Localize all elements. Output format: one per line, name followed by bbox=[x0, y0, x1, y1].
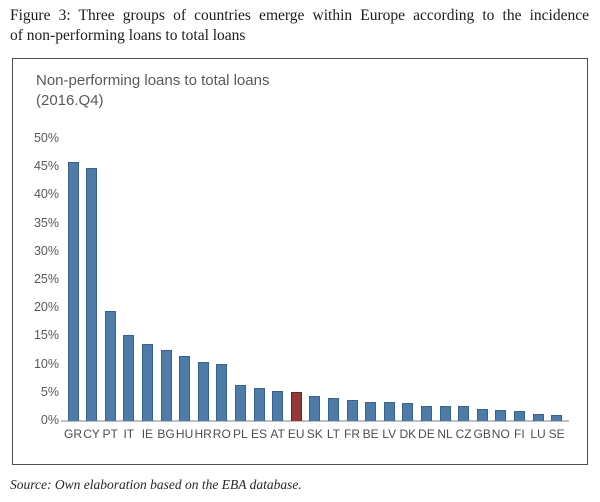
bar-LU bbox=[532, 414, 544, 421]
bar-RO bbox=[216, 364, 228, 421]
bar-PL bbox=[234, 385, 246, 421]
bar-ES bbox=[253, 388, 265, 421]
figure-caption-line1: Figure 3: Three groups of countries emer… bbox=[10, 7, 589, 24]
bar-LV bbox=[383, 402, 395, 421]
x-axis-tick-SE: SE bbox=[548, 427, 565, 441]
y-axis-tick-50: 50% bbox=[33, 131, 59, 145]
bar-AT bbox=[272, 391, 284, 421]
x-axis-tick-SK: SK bbox=[306, 427, 323, 441]
bar-SE bbox=[551, 415, 563, 421]
bar-CY bbox=[86, 168, 98, 421]
y-axis-tick-40: 40% bbox=[33, 187, 59, 202]
x-axis-tick-FR: FR bbox=[344, 427, 360, 441]
x-axis-tick-DE: DE bbox=[418, 427, 435, 441]
y-axis-tick-20: 20% bbox=[33, 300, 59, 315]
bar-HU bbox=[179, 356, 191, 421]
y-axis-tick-35: 35% bbox=[33, 215, 59, 230]
x-axis-tick-GR: GR bbox=[64, 427, 82, 441]
bar-HR bbox=[197, 362, 209, 421]
x-axis-tick-LU: LU bbox=[530, 427, 546, 441]
y-axis-tick-30: 30% bbox=[33, 243, 59, 258]
x-axis-tick-LV: LV bbox=[382, 427, 397, 441]
x-axis-tick-CZ: CZ bbox=[455, 427, 472, 441]
figure-caption-line2: of non-performing loans to total loans bbox=[10, 26, 246, 44]
bar-DE bbox=[420, 406, 432, 421]
y-axis-tick-0: 0% bbox=[40, 413, 59, 427]
chart-title-line1: Non-performing loans to total loans bbox=[36, 72, 270, 89]
x-axis-tick-GB: GB bbox=[473, 427, 491, 441]
x-axis-tick-FI: FI bbox=[514, 427, 525, 441]
bar-GR bbox=[67, 162, 79, 421]
source-note: Source: Own elaboration based on the EBA… bbox=[10, 477, 302, 492]
bar-IT bbox=[123, 335, 135, 421]
bar-NO bbox=[495, 410, 507, 421]
bar-EU bbox=[290, 392, 302, 421]
x-axis-tick-DK: DK bbox=[399, 427, 417, 441]
chart-frame: Non-performing loans to total loans (201… bbox=[12, 58, 588, 465]
x-axis-baseline bbox=[61, 420, 569, 422]
x-axis-tick-NO: NO bbox=[491, 427, 510, 441]
x-axis-tick-AT: AT bbox=[270, 427, 285, 441]
y-axis-tick-15: 15% bbox=[33, 328, 59, 343]
x-axis-tick-RO: RO bbox=[212, 427, 231, 441]
y-axis-tick-25: 25% bbox=[33, 272, 59, 286]
x-axis-tick-NL: NL bbox=[437, 427, 453, 441]
x-axis-tick-IT: IT bbox=[123, 427, 135, 441]
bar-BG bbox=[160, 350, 172, 421]
y-axis-tick-5: 5% bbox=[40, 384, 59, 399]
x-axis-tick-HR: HR bbox=[194, 427, 212, 441]
chart-title-line2: (2016.Q4) bbox=[36, 92, 104, 109]
figure-caption: Figure 3: Three groups of countries emer… bbox=[10, 6, 589, 45]
bar-GB bbox=[476, 409, 488, 421]
bar-LT bbox=[327, 398, 339, 421]
bar-CZ bbox=[458, 406, 470, 421]
x-axis-tick-ES: ES bbox=[250, 427, 267, 441]
x-axis-tick-HU: HU bbox=[175, 427, 194, 441]
y-axis-tick-10: 10% bbox=[33, 356, 59, 371]
bar-IE bbox=[141, 344, 153, 421]
bar-DK bbox=[402, 403, 414, 421]
bar-PT bbox=[104, 311, 116, 421]
bar-BE bbox=[365, 402, 377, 421]
x-axis-tick-CY: CY bbox=[83, 427, 100, 441]
x-axis-tick-BG: BG bbox=[157, 427, 175, 441]
x-axis-tick-BE: BE bbox=[362, 427, 379, 441]
x-axis-tick-EU: EU bbox=[287, 427, 305, 441]
chart-title: Non-performing loans to total loans (201… bbox=[36, 71, 269, 111]
x-axis-tick-LT: LT bbox=[326, 427, 340, 441]
bar-SK bbox=[309, 396, 321, 421]
bar-FI bbox=[513, 411, 525, 421]
x-axis-tick-PT: PT bbox=[102, 427, 118, 441]
plot-area: 0% 5% 10% 15% 20% 25% 30% 35% 40% 45% 50% GR CY PT IT I… bbox=[13, 59, 587, 464]
y-axis-tick-45: 45% bbox=[33, 159, 59, 174]
x-axis-tick-PL: PL bbox=[233, 427, 248, 441]
bar-NL bbox=[439, 406, 451, 421]
bar-FR bbox=[346, 400, 358, 421]
x-axis-tick-IE: IE bbox=[141, 427, 154, 441]
